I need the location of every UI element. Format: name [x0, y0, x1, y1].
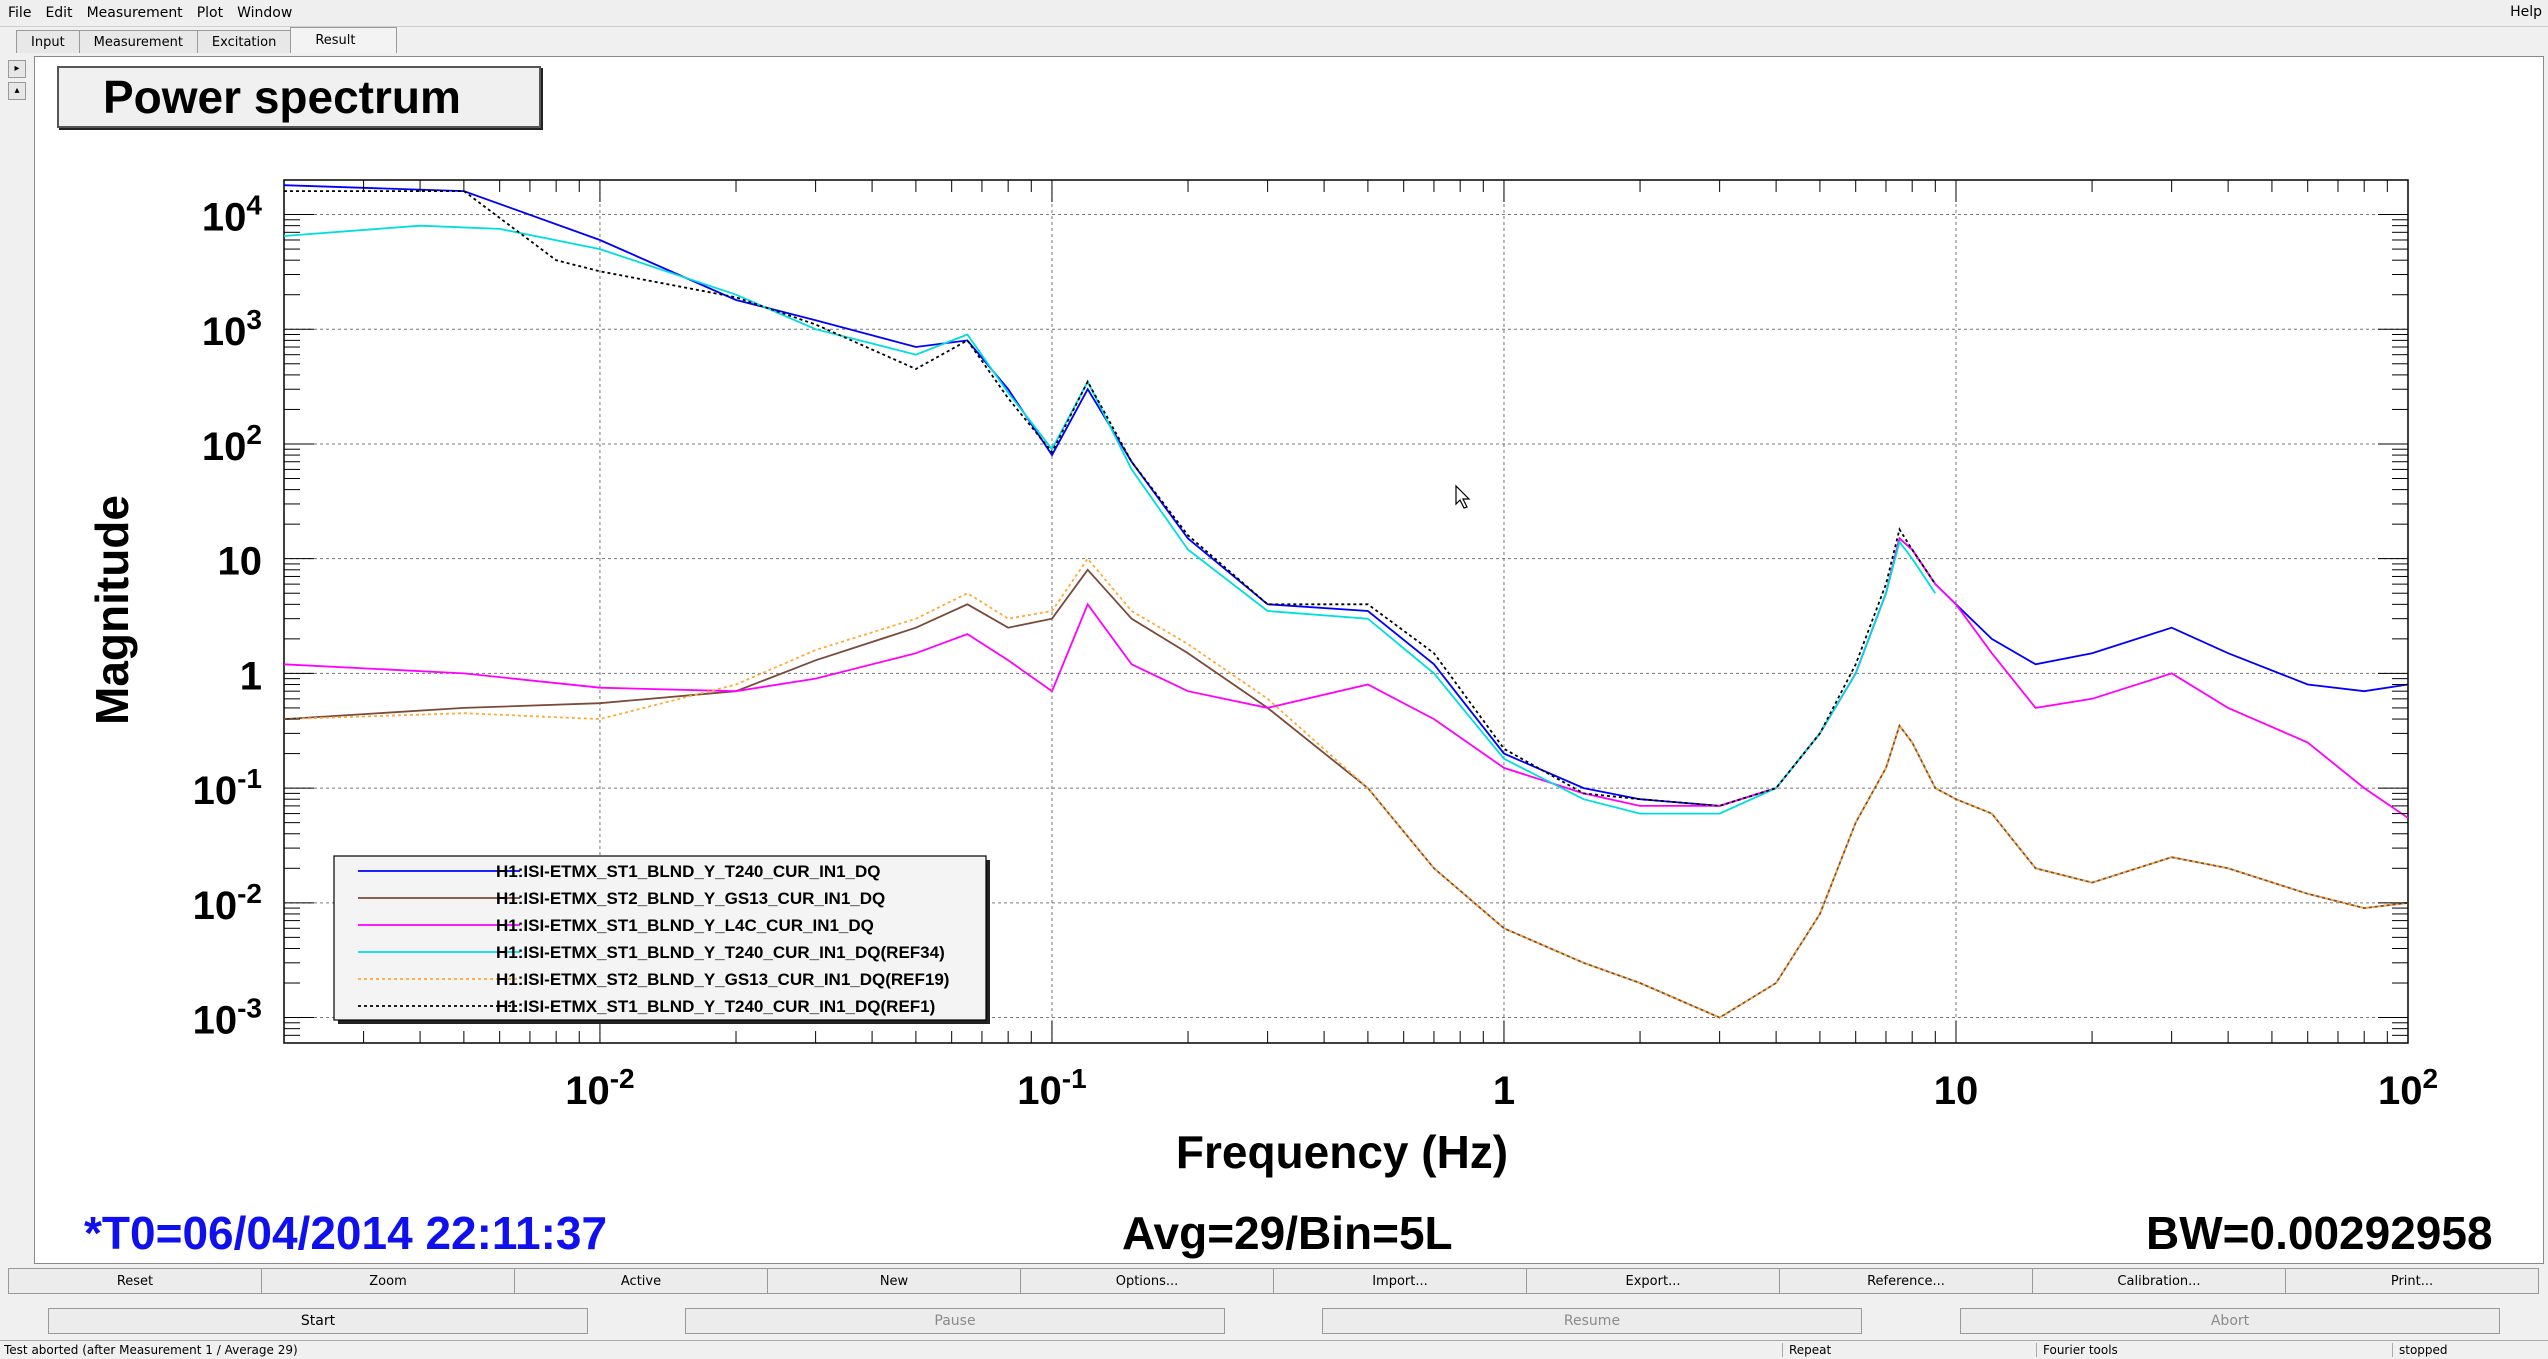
legend-label-4: H1:ISI-ETMX_ST1_BLND_Y_T240_CUR_IN1_DQ(R… [496, 943, 945, 962]
series-line-3 [283, 536, 2409, 819]
tick-label: 10 [1934, 1069, 1979, 1113]
pad-next-arrow-icon[interactable]: ▸ [8, 60, 26, 78]
series-line-6 [284, 190, 1937, 807]
mouse-cursor-icon [1455, 484, 1471, 509]
menu-file[interactable]: File [8, 5, 32, 21]
tick-label: 10 [218, 540, 263, 584]
tick-label: 10-3 [193, 993, 262, 1043]
new-button[interactable]: New [767, 1268, 1021, 1294]
export-button[interactable]: Export... [1526, 1268, 1780, 1294]
zoom-button[interactable]: Zoom [261, 1268, 515, 1294]
print-button[interactable]: Print... [2285, 1268, 2539, 1294]
status-state: stopped [2392, 1343, 2548, 1357]
reset-button[interactable]: Reset [8, 1268, 262, 1294]
import-button[interactable]: Import... [1273, 1268, 1527, 1294]
calibration-button[interactable]: Calibration... [2032, 1268, 2286, 1294]
series-line-5 [283, 557, 2409, 1019]
resume-button[interactable]: Resume [1322, 1308, 1862, 1334]
status-repeat: Repeat [1782, 1343, 2037, 1357]
pause-button[interactable]: Pause [685, 1308, 1225, 1334]
bandwidth-info: BW=0.00292958 [2146, 1207, 2493, 1259]
tick-label: 10-1 [1017, 1063, 1086, 1113]
tick-label: 102 [202, 419, 262, 469]
series-line-1 [283, 184, 2409, 807]
series-layer [283, 184, 2409, 1019]
status-message: Test aborted (after Measurement 1 / Aver… [4, 1343, 298, 1357]
tab-input[interactable]: Input [16, 30, 80, 53]
tick-label: 1 [240, 654, 262, 698]
plot-title: Power spectrum [57, 66, 541, 128]
tab-excitation[interactable]: Excitation [196, 30, 292, 53]
legend: H1:ISI-ETMX_ST1_BLND_Y_T240_CUR_IN1_DQ H1… [333, 855, 990, 1024]
menu-bar: File Edit Measurement Plot Window Help [0, 0, 2548, 27]
measurement-controls: Start Pause Resume Abort [48, 1308, 2500, 1334]
legend-label-6: H1:ISI-ETMX_ST1_BLND_Y_T240_CUR_IN1_DQ(R… [496, 997, 935, 1016]
average-bin-info: Avg=29/Bin=5L [1122, 1207, 1453, 1259]
menu-help[interactable]: Help [2510, 4, 2542, 20]
legend-box [333, 855, 987, 1021]
menu-plot[interactable]: Plot [196, 5, 224, 21]
legend-label-3: H1:ISI-ETMX_ST1_BLND_Y_L4C_CUR_IN1_DQ [496, 916, 874, 935]
active-button[interactable]: Active [514, 1268, 768, 1294]
tab-result[interactable]: Result [290, 27, 397, 53]
reference-button[interactable]: Reference... [1779, 1268, 2033, 1294]
tab-measurement[interactable]: Measurement [78, 30, 198, 53]
y-axis-label: Magnitude [86, 495, 138, 725]
menu-measurement[interactable]: Measurement [86, 5, 183, 21]
options-button[interactable]: Options... [1020, 1268, 1274, 1294]
x-axis-label: Frequency (Hz) [1176, 1126, 1508, 1178]
status-bar: Test aborted (after Measurement 1 / Aver… [0, 1340, 2548, 1359]
t0-timestamp: *T0=06/04/2014 22:11:37 [84, 1207, 608, 1259]
abort-button[interactable]: Abort [1960, 1308, 2500, 1334]
start-button[interactable]: Start [48, 1308, 588, 1334]
tick-label: 10-2 [565, 1063, 634, 1113]
plot-toolbar: Reset Zoom Active New Options... Import.… [8, 1268, 2539, 1294]
legend-label-5: H1:ISI-ETMX_ST2_BLND_Y_GS13_CUR_IN1_DQ(R… [496, 970, 949, 989]
tick-label: 10-2 [193, 878, 262, 928]
legend-label-2: H1:ISI-ETMX_ST2_BLND_Y_GS13_CUR_IN1_DQ [496, 889, 885, 908]
tick-label: 1 [1493, 1069, 1515, 1113]
menu-window[interactable]: Window [237, 5, 293, 21]
power-spectrum-chart[interactable]: 10-2 10-1 1 10 10210410310210110-110-210-3Fr… [0, 0, 2548, 1268]
tick-label: 102 [2378, 1063, 2438, 1113]
pad-up-arrow-icon[interactable]: ▴ [8, 82, 26, 100]
legend-label-1: H1:ISI-ETMX_ST1_BLND_Y_T240_CUR_IN1_DQ [496, 862, 881, 881]
pad-selector: ▸ ▴ [8, 60, 26, 104]
tick-label: 10-1 [193, 763, 262, 813]
tick-label: 104 [202, 190, 263, 240]
axis-layer: 10-2 10-1 1 10 10210410310210110-110-210-3Fr… [86, 179, 2438, 1178]
tick-label: 103 [202, 304, 262, 354]
tab-bar: Input Measurement Excitation Result [0, 27, 2548, 53]
status-fourier-tools: Fourier tools [2036, 1343, 2393, 1357]
menu-edit[interactable]: Edit [45, 5, 73, 21]
